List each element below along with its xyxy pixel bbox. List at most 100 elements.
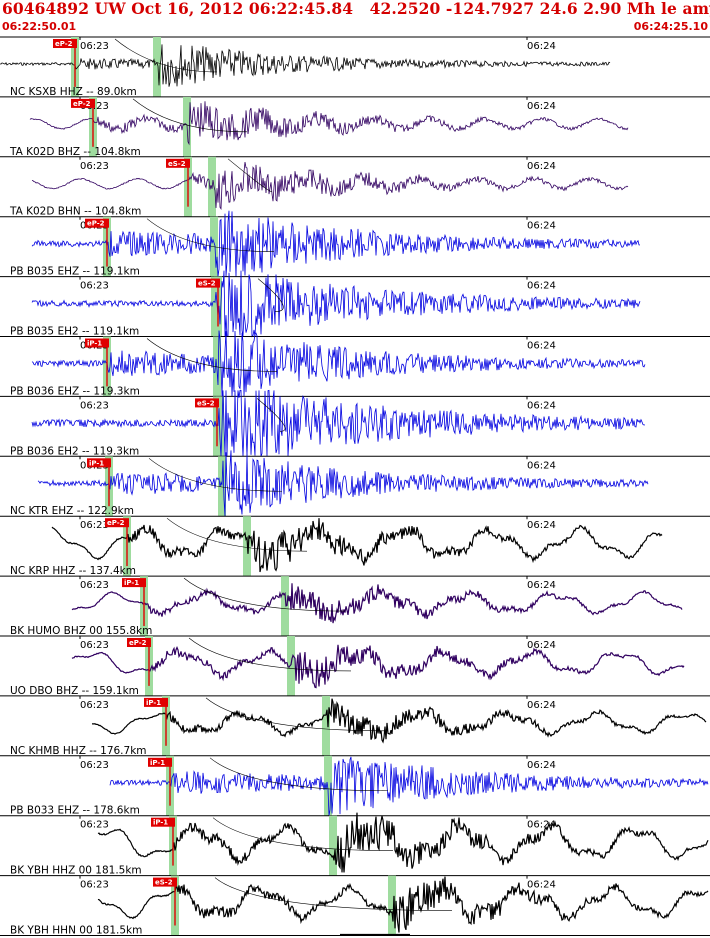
waveform-trace	[37, 450, 649, 517]
tick-label: 06:24	[527, 880, 556, 891]
pick-flag	[153, 877, 177, 887]
travel-time-curve	[188, 637, 352, 672]
pick-flag	[122, 578, 146, 588]
pick-flag	[148, 757, 172, 767]
trace-panel: 06:23 06:24 iP-1 PB B033 EHZ -- 178.6km	[0, 755, 710, 817]
trace-panel: 06:23 06:24 eS-2 BK YBH HHN 00 181.5km	[0, 875, 710, 937]
travel-time-curve	[146, 338, 278, 372]
tick-label: 06:23	[80, 161, 109, 172]
tick-label: 06:24	[527, 161, 556, 172]
waveform-trace	[97, 812, 709, 873]
station-label: BK HUMO BHZ 00 155.8km	[10, 625, 152, 637]
station-label: NC KHMB HHZ -- 176.7km	[10, 745, 147, 757]
tick-label: 06:24	[527, 820, 556, 831]
station-label: UO DBO BHZ -- 159.1km	[10, 685, 139, 697]
s-window	[322, 695, 330, 756]
s-window	[216, 396, 224, 457]
s-window	[218, 456, 226, 517]
pick-label: eS-2	[197, 399, 215, 407]
tick-label: 06:24	[527, 41, 556, 52]
travel-time-curve	[256, 398, 286, 432]
tick-label: 06:24	[527, 640, 556, 651]
travel-time-curve	[146, 218, 275, 252]
pick-flag	[144, 697, 168, 707]
s-window	[211, 276, 219, 337]
station-label: PB B035 EH2 -- 119.1km	[10, 326, 139, 338]
tick-label: 06:24	[527, 221, 556, 232]
tick-label: 06:24	[527, 700, 556, 711]
pick-flag	[105, 518, 129, 528]
pick-label: eS-2	[168, 160, 186, 168]
station-label: PB B036 EHZ -- 119.3km	[10, 385, 140, 397]
tick-label: 06:23	[80, 640, 109, 651]
station-label: TA K02D BHZ -- 104.8km	[9, 146, 141, 158]
pick-label: iP-1	[153, 819, 168, 827]
waveform-trace	[31, 389, 646, 457]
waveform-trace	[71, 583, 683, 624]
pick-label: iP-1	[87, 340, 102, 348]
tick-label: 06:23	[80, 760, 109, 771]
trace-panel: 06:23 06:24 eS-2 TA K02D BHN -- 104.8km	[0, 156, 710, 218]
station-label: BK YBH HHN 00 181.5km	[10, 925, 142, 937]
waveform-trace	[51, 518, 663, 573]
tick-label: 06:23	[80, 700, 109, 711]
travel-time-curve	[166, 517, 308, 552]
tick-label: 06:24	[527, 580, 556, 591]
s-window	[324, 755, 332, 816]
pick-label: eP-2	[129, 639, 147, 647]
s-window	[287, 636, 295, 696]
pick-flag	[71, 98, 95, 108]
pick-flag	[166, 158, 190, 168]
station-label: PB B035 EHZ -- 119.1km	[10, 266, 140, 278]
trace-panel: 06:23 06:24 eS-2 PB B035 EH2 -- 119.1km	[0, 270, 710, 338]
trace-panel: 06:23 06:24 iP-1 NC KHMB HHZ -- 176.7km	[0, 695, 710, 757]
pick-flag	[127, 638, 151, 647]
station-label: NC KSXB HHZ -- 89.0km	[10, 86, 137, 98]
travel-time-curve	[209, 757, 389, 792]
travel-time-curve	[214, 877, 453, 911]
window-end-time: 06:24:25.10	[633, 20, 708, 33]
tick-label: 06:24	[527, 520, 556, 531]
pick-flag	[85, 338, 109, 348]
trace-panel: 06:23 06:24 iP-1 BK YBH HHZ 00 181.5km	[0, 812, 710, 877]
pick-label: iP-1	[150, 759, 165, 767]
pick-flag	[87, 458, 111, 468]
pick-flag	[151, 817, 175, 827]
window-start-time: 06:22:50.01	[2, 20, 77, 33]
trace-panel: 06:23 06:24 eP-2 UO DBO BHZ -- 159.1km	[0, 635, 710, 697]
station-label: PB B033 EHZ -- 178.6km	[10, 805, 140, 817]
pick-flag	[196, 278, 220, 288]
pick-label: eP-2	[107, 519, 125, 527]
tick-label: 06:23	[80, 580, 109, 591]
pick-label: eP-2	[73, 100, 91, 108]
pick-label: eP-2	[87, 220, 105, 228]
trace-panel: 06:23 06:24 iP-1 BK HUMO BHZ 00 155.8km	[0, 575, 710, 637]
travel-time-curve	[114, 38, 218, 73]
station-label: TA K02D BHN -- 104.8km	[9, 206, 141, 218]
station-label: BK YBH HHZ 00 181.5km	[10, 865, 142, 877]
travel-time-curve	[205, 697, 387, 732]
pick-label: iP-1	[124, 579, 139, 587]
waveform-trace	[91, 698, 707, 744]
waveform-trace	[31, 162, 629, 211]
s-window	[153, 37, 161, 97]
waveform-trace	[31, 330, 646, 397]
pick-label: eS-2	[155, 879, 173, 887]
waveform-trace	[31, 210, 641, 277]
tick-label: 06:23	[80, 281, 109, 292]
station-label: NC KTR EHZ -- 122.9km	[10, 505, 134, 517]
s-window	[388, 875, 396, 936]
pick-flag	[195, 398, 219, 408]
travel-time-curve	[257, 278, 284, 312]
station-label: PB B036 EH2 -- 119.3km	[10, 445, 139, 457]
pick-label: iP-1	[146, 699, 161, 707]
tick-label: 06:24	[527, 341, 556, 352]
tick-label: 06:23	[80, 400, 109, 411]
pick-flag	[85, 218, 109, 228]
tick-label: 06:24	[527, 400, 556, 411]
